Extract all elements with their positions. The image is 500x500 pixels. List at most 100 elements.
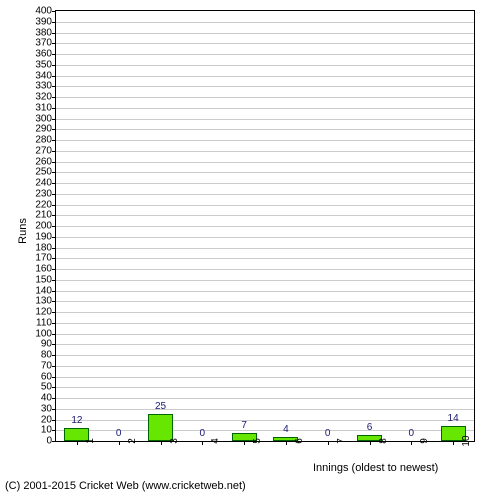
grid-line (56, 183, 474, 184)
ytick-label: 310 (35, 102, 56, 113)
ytick-label: 50 (41, 382, 56, 393)
grid-line (56, 140, 474, 141)
y-axis-label: Runs (17, 218, 29, 244)
xtick-label: 9 (411, 438, 430, 444)
ytick-label: 250 (35, 167, 56, 178)
ytick-label: 340 (35, 70, 56, 81)
grid-line (56, 355, 474, 356)
grid-line (56, 269, 474, 270)
ytick-label: 400 (35, 6, 56, 17)
ytick-label: 100 (35, 328, 56, 339)
grid-line (56, 151, 474, 152)
ytick-label: 220 (35, 199, 56, 210)
chart-container: 0102030405060708090100110120130140150160… (0, 0, 500, 500)
grid-line (56, 323, 474, 324)
grid-line (56, 226, 474, 227)
ytick-label: 40 (41, 393, 56, 404)
ytick-label: 130 (35, 296, 56, 307)
xtick-label: 2 (119, 438, 138, 444)
grid-line (56, 119, 474, 120)
grid-line (56, 280, 474, 281)
xtick-label: 10 (453, 435, 472, 446)
ytick-label: 140 (35, 285, 56, 296)
grid-line (56, 344, 474, 345)
ytick-label: 210 (35, 210, 56, 221)
ytick-label: 80 (41, 350, 56, 361)
grid-line (56, 377, 474, 378)
grid-line (56, 162, 474, 163)
ytick-label: 330 (35, 81, 56, 92)
grid-line (56, 248, 474, 249)
grid-line (56, 301, 474, 302)
ytick-label: 240 (35, 178, 56, 189)
grid-line (56, 33, 474, 34)
grid-line (56, 65, 474, 66)
ytick-label: 90 (41, 339, 56, 350)
ytick-label: 270 (35, 145, 56, 156)
value-label: 7 (241, 420, 247, 431)
ytick-label: 300 (35, 113, 56, 124)
ytick-label: 110 (36, 317, 56, 328)
value-label: 4 (283, 424, 289, 435)
grid-line (56, 97, 474, 98)
ytick-label: 280 (35, 135, 56, 146)
xtick-label: 8 (370, 438, 389, 444)
xtick-label: 3 (161, 438, 180, 444)
ytick-label: 360 (35, 49, 56, 60)
ytick-label: 0 (46, 436, 56, 447)
grid-line (56, 86, 474, 87)
grid-line (56, 43, 474, 44)
ytick-label: 230 (35, 188, 56, 199)
grid-line (56, 387, 474, 388)
ytick-label: 390 (35, 16, 56, 27)
grid-line (56, 172, 474, 173)
grid-line (56, 409, 474, 410)
xtick-label: 5 (244, 438, 263, 444)
grid-line (56, 291, 474, 292)
value-label: 25 (155, 401, 166, 412)
ytick-label: 380 (35, 27, 56, 38)
ytick-label: 200 (35, 221, 56, 232)
ytick-label: 180 (35, 242, 56, 253)
ytick-label: 290 (35, 124, 56, 135)
xtick-label: 7 (328, 438, 347, 444)
grid-line (56, 54, 474, 55)
grid-line (56, 366, 474, 367)
ytick-label: 20 (41, 414, 56, 425)
grid-line (56, 398, 474, 399)
grid-line (56, 22, 474, 23)
ytick-label: 10 (41, 425, 56, 436)
grid-line (56, 205, 474, 206)
ytick-label: 60 (41, 371, 56, 382)
value-label: 12 (71, 415, 82, 426)
ytick-label: 370 (35, 38, 56, 49)
ytick-label: 350 (35, 59, 56, 70)
xtick-label: 6 (286, 438, 305, 444)
value-label: 6 (367, 422, 373, 433)
ytick-label: 320 (35, 92, 56, 103)
grid-line (56, 312, 474, 313)
x-axis-label: Innings (oldest to newest) (313, 462, 438, 474)
copyright-footer: (C) 2001-2015 Cricket Web (www.cricketwe… (5, 480, 246, 492)
xtick-label: 4 (202, 438, 221, 444)
ytick-label: 120 (35, 307, 56, 318)
ytick-label: 190 (35, 231, 56, 242)
grid-line (56, 194, 474, 195)
ytick-label: 260 (35, 156, 56, 167)
grid-line (56, 129, 474, 130)
value-label: 14 (448, 413, 459, 424)
ytick-label: 170 (35, 253, 56, 264)
grid-line (56, 334, 474, 335)
ytick-label: 30 (41, 403, 56, 414)
ytick-label: 160 (35, 264, 56, 275)
xtick-label: 1 (77, 438, 96, 444)
grid-line (56, 420, 474, 421)
plot-area: 0102030405060708090100110120130140150160… (55, 10, 475, 442)
ytick-label: 150 (35, 274, 56, 285)
grid-line (56, 237, 474, 238)
grid-line (56, 215, 474, 216)
grid-line (56, 258, 474, 259)
grid-line (56, 108, 474, 109)
ytick-label: 70 (41, 360, 56, 371)
grid-line (56, 76, 474, 77)
